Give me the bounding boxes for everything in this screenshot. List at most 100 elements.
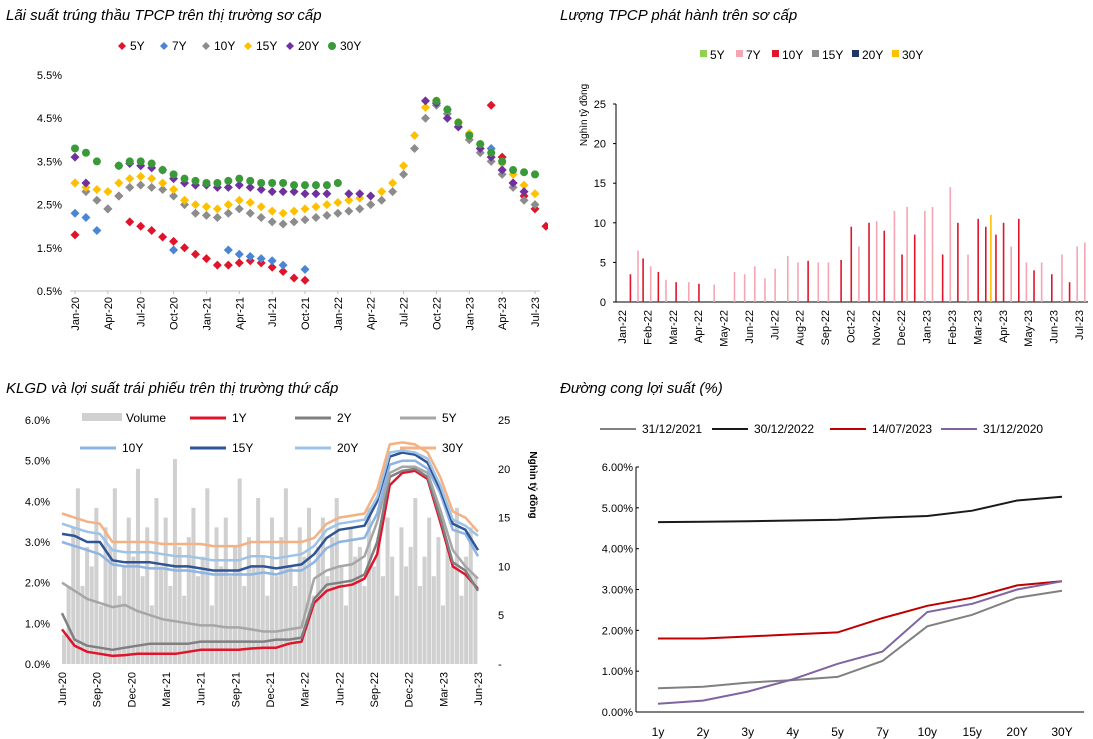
x-tick-label: Mar-23 [972,310,984,345]
legend-label-5Y: 5Y [710,48,725,62]
bar [743,274,746,302]
bar [1068,282,1071,302]
point-30Y [71,144,79,153]
volume-bar [371,566,376,664]
point-30Y [311,181,320,190]
bar [967,254,969,302]
volume-bar [85,546,90,664]
volume-bar [325,576,330,664]
volume-bar [177,546,182,664]
point-5Y [70,230,80,240]
point-15Y [278,208,288,218]
point-5Y [541,221,548,231]
volume-bar [233,546,238,664]
point-5Y [190,249,200,259]
point-20Y [322,189,332,199]
legend-marker-30Y [328,42,336,50]
point-10Y [289,217,299,227]
y-tick-label: 3.00% [602,585,633,597]
point-10Y [190,208,200,218]
y-tick-label: 5.0% [25,456,50,468]
bar [1061,254,1063,302]
point-20Y [70,152,80,162]
point-15Y [267,206,277,216]
x-tick-label: Oct-22 [845,310,857,343]
volume-bar [330,537,335,664]
point-7Y [234,249,244,259]
x-tick-label: Sep-22 [820,310,832,345]
point-10Y [234,204,244,214]
y-tick-label: 4.00% [602,544,633,556]
point-7Y [278,260,288,270]
legend-label-31/12/2021: 31/12/2021 [642,422,702,436]
y2-tick-label: 15 [498,513,510,525]
bar [629,274,632,302]
x-tick-label: Jan-21 [201,297,213,331]
volume-bar [186,537,191,664]
volume-bar [168,585,173,664]
volume-bar [316,546,321,664]
legend-label-20Y: 20Y [862,48,883,62]
y-tick-label: 6.0% [25,415,50,427]
bar [733,271,736,302]
y-tick-label: 2.0% [25,578,50,590]
point-5Y [169,236,179,246]
legend-label-20Y: 20Y [337,441,358,455]
y-tick-label: 4.0% [25,496,50,508]
volume-bar [159,566,164,664]
bar [941,254,944,302]
x-tick-label: Jan-23 [922,310,934,344]
point-10Y [530,200,540,210]
point-30Y [443,105,452,114]
bar [688,282,690,302]
legend-label-1Y: 1Y [232,411,247,425]
point-15Y [147,174,157,184]
point-20Y [497,165,507,175]
volume-bar [154,498,159,664]
y-tick-label: 0.5% [37,286,62,298]
y2-tick-label: 10 [498,561,510,573]
legend-marker-10Y [202,42,210,50]
x-tick-label: Sep-22 [369,672,381,707]
volume-bar [182,595,187,664]
volume-bar [274,576,279,664]
y-tick-label: 1.0% [25,618,50,630]
point-20Y [344,189,354,199]
volume-bar [297,527,302,664]
legend-label-7Y: 7Y [172,39,187,53]
point-15Y [92,184,102,194]
bar [698,283,700,302]
x-tick-label: 20Y [1006,725,1027,739]
point-7Y [267,256,277,266]
legend-swatch-5Y [700,50,707,57]
x-tick-label: Mar-22 [300,672,312,707]
point-5Y [486,100,496,110]
bar [1018,218,1020,302]
point-20Y [234,180,244,190]
point-30Y [520,168,529,177]
point-30Y [454,118,463,127]
volume-bar [279,537,284,664]
volume-bar [209,605,214,664]
volume-bar [422,556,427,664]
point-30Y [81,148,90,157]
bar [850,226,853,302]
point-30Y [246,176,255,185]
volume-bar [399,527,404,664]
bar [665,279,667,302]
legend-label-30Y: 30Y [442,441,463,455]
bar [657,271,660,302]
point-30Y [531,170,539,179]
point-30Y [114,161,123,170]
point-30Y [290,181,299,190]
volume-bar [219,566,224,664]
point-15Y [158,178,168,188]
volume-bar [380,576,385,664]
point-10Y [278,219,288,229]
point-15Y [223,200,233,210]
volume-bar [302,556,307,664]
point-15Y [103,187,113,197]
y-tick-label: 2.00% [602,625,633,637]
bar [840,260,842,302]
point-10Y [311,213,321,223]
